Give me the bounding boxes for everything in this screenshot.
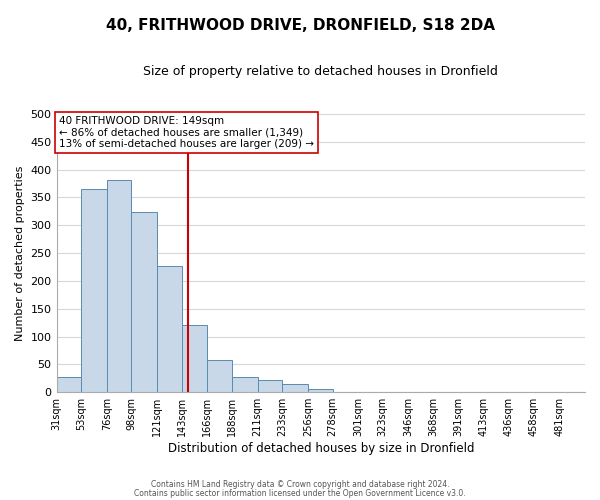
Bar bbox=[81, 189, 107, 392]
Bar bbox=[182, 326, 208, 392]
Bar bbox=[208, 360, 232, 392]
X-axis label: Distribution of detached houses by size in Dronfield: Distribution of detached houses by size … bbox=[167, 442, 474, 455]
Text: Contains HM Land Registry data © Crown copyright and database right 2024.: Contains HM Land Registry data © Crown c… bbox=[151, 480, 449, 489]
Bar bbox=[232, 377, 257, 392]
Title: Size of property relative to detached houses in Dronfield: Size of property relative to detached ho… bbox=[143, 65, 498, 78]
Bar bbox=[308, 390, 332, 392]
Text: 40, FRITHWOOD DRIVE, DRONFIELD, S18 2DA: 40, FRITHWOOD DRIVE, DRONFIELD, S18 2DA bbox=[106, 18, 494, 32]
Y-axis label: Number of detached properties: Number of detached properties bbox=[15, 166, 25, 340]
Text: 40 FRITHWOOD DRIVE: 149sqm
← 86% of detached houses are smaller (1,349)
13% of s: 40 FRITHWOOD DRIVE: 149sqm ← 86% of deta… bbox=[59, 116, 314, 150]
Bar bbox=[282, 384, 308, 392]
Bar bbox=[257, 380, 282, 392]
Bar bbox=[107, 180, 131, 392]
Bar bbox=[157, 266, 182, 392]
Text: Contains public sector information licensed under the Open Government Licence v3: Contains public sector information licen… bbox=[134, 489, 466, 498]
Bar bbox=[56, 377, 81, 392]
Bar bbox=[131, 212, 157, 392]
